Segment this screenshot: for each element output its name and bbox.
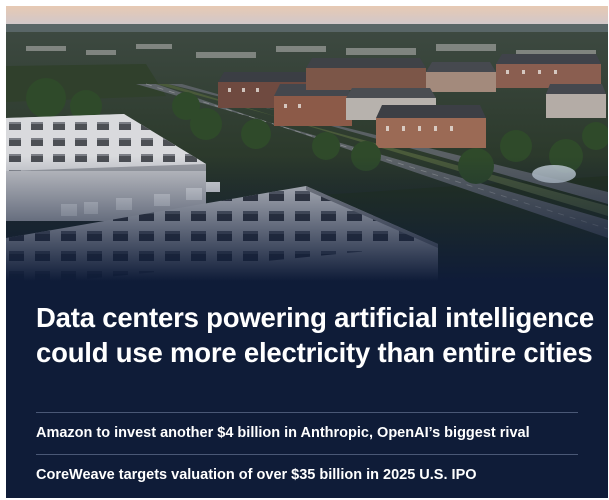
divider bbox=[36, 454, 578, 455]
related-story-link[interactable]: Amazon to invest another $4 billion in A… bbox=[36, 425, 530, 441]
news-card[interactable]: Data centers powering artificial intelli… bbox=[6, 6, 608, 498]
headline[interactable]: Data centers powering artificial intelli… bbox=[36, 302, 594, 368]
hero-image[interactable] bbox=[6, 6, 608, 281]
related-story-link[interactable]: CoreWeave targets valuation of over $35 … bbox=[36, 467, 477, 483]
divider bbox=[36, 412, 578, 413]
